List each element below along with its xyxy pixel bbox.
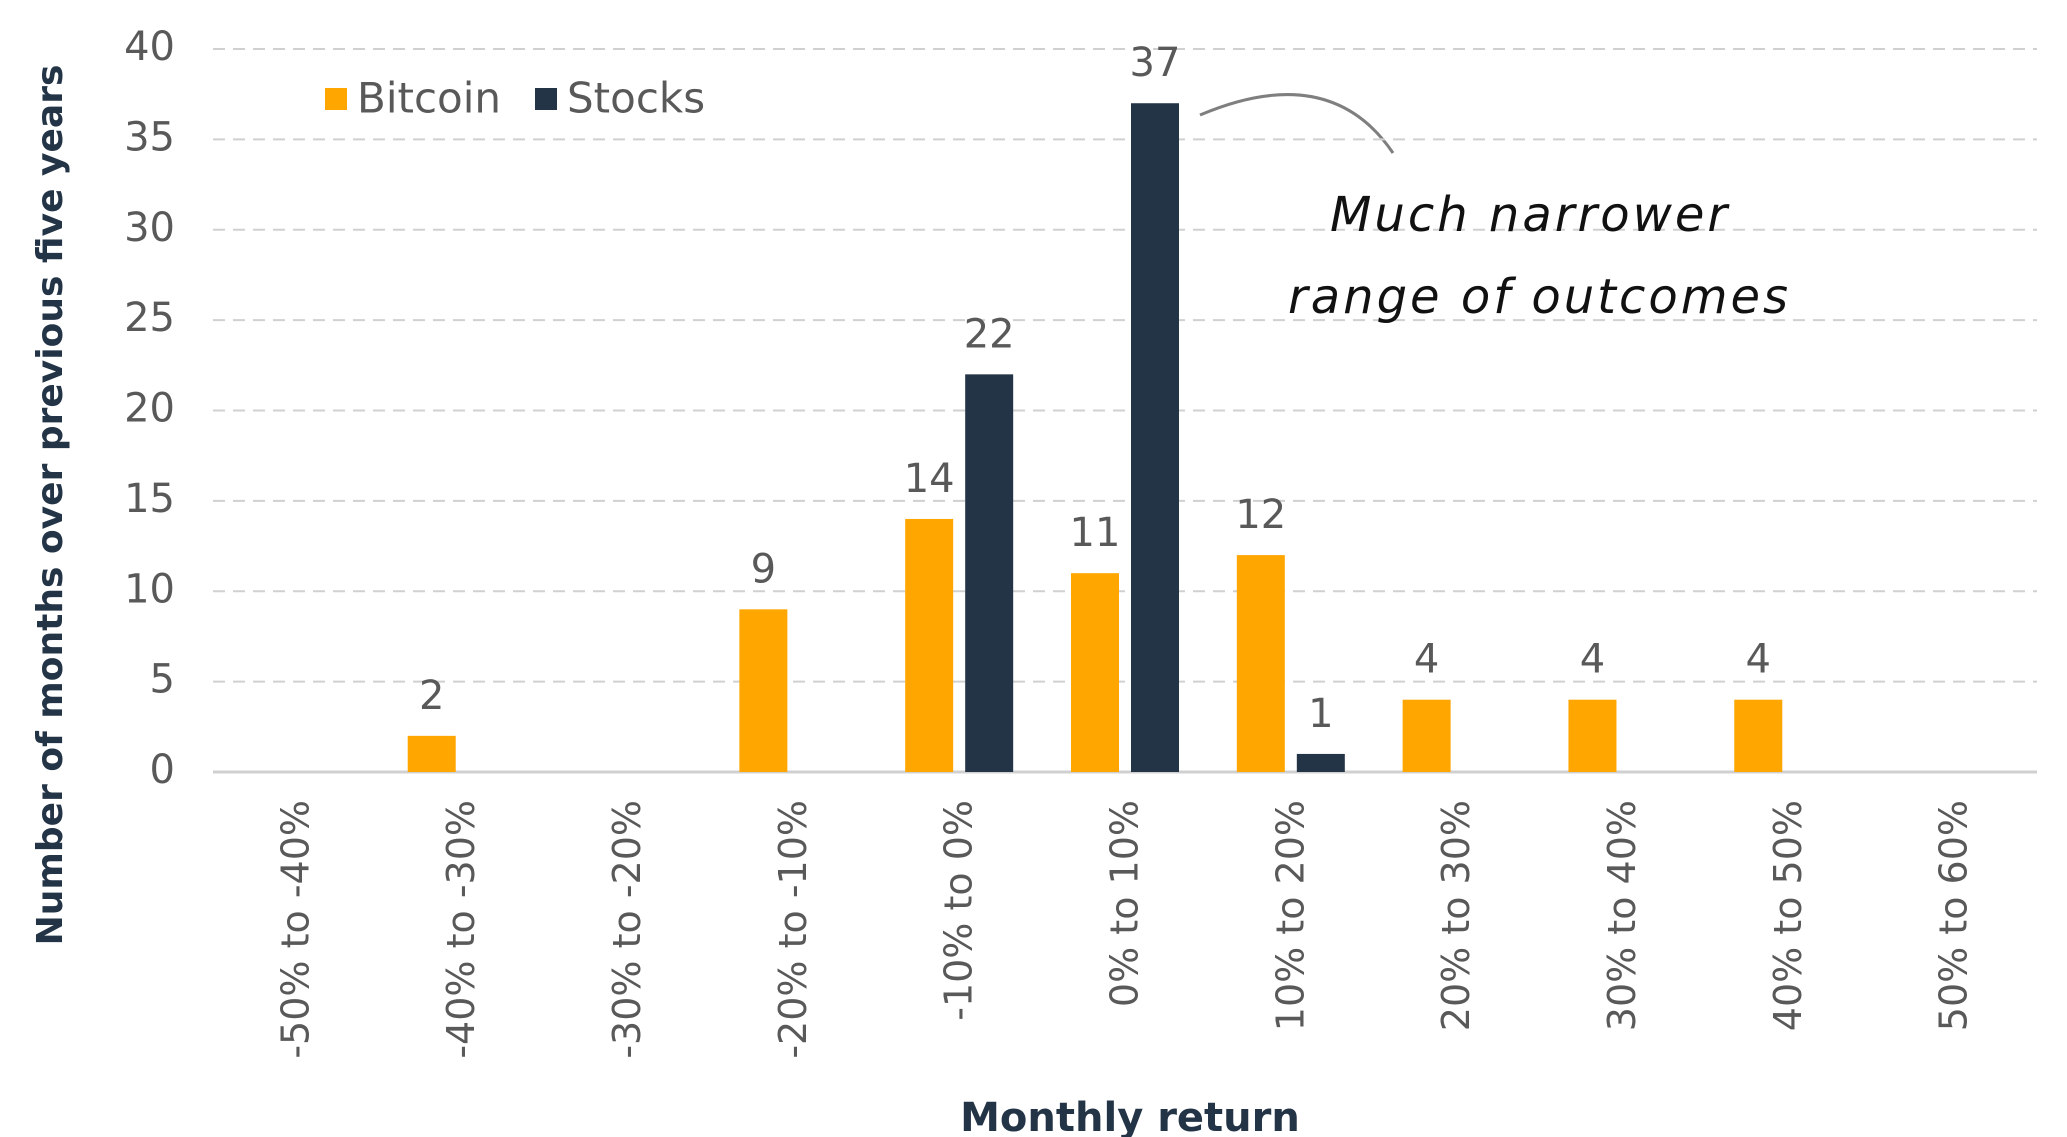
data-label: 37	[1130, 40, 1181, 86]
bar	[905, 518, 954, 772]
y-tick-label: 30	[124, 205, 175, 251]
x-tick-label: 50% to 60%	[1932, 800, 1976, 1031]
y-tick-label: 0	[150, 747, 175, 793]
y-tick-label: 35	[124, 114, 175, 160]
x-tick-label: 40% to 50%	[1766, 800, 1810, 1031]
legend-label: Stocks	[567, 74, 705, 123]
data-label: 14	[904, 456, 955, 502]
x-tick-label: -50% to -40%	[273, 800, 317, 1059]
x-tick-label: 30% to 40%	[1600, 800, 1644, 1031]
annotation: range of outcomes	[1288, 269, 1791, 325]
legend-swatch	[325, 88, 347, 110]
y-axis-title: Number of months over previous five year…	[30, 65, 71, 946]
bar	[1236, 555, 1285, 772]
bar	[1071, 573, 1119, 772]
data-label: 4	[1414, 637, 1439, 683]
data-label: 4	[1746, 637, 1771, 683]
annotation: Much narrower	[1330, 187, 1730, 243]
x-tick-label: 10% to 20%	[1268, 800, 1312, 1031]
legend-swatch	[535, 88, 557, 110]
x-tick-label: 0% to 10%	[1103, 800, 1147, 1007]
x-tick-label: -40% to -30%	[439, 800, 483, 1059]
data-label: 22	[964, 311, 1015, 357]
x-tick-label: 20% to 30%	[1434, 800, 1478, 1031]
y-tick-label: 10	[124, 566, 175, 612]
data-label: 9	[751, 546, 776, 592]
bar	[1402, 699, 1451, 772]
bar	[965, 374, 1014, 772]
data-label: 2	[419, 673, 444, 719]
bar	[407, 735, 456, 772]
bar	[1568, 699, 1617, 772]
data-label: 12	[1235, 492, 1286, 538]
y-tick-label: 5	[150, 657, 175, 703]
bar	[1734, 699, 1783, 772]
y-tick-label: 25	[124, 295, 175, 341]
y-tick-label: 20	[124, 386, 175, 432]
y-tick-label: 40	[124, 24, 175, 70]
bar	[739, 609, 788, 772]
x-tick-label: -30% to -20%	[605, 800, 649, 1059]
x-tick-label: -10% to 0%	[937, 800, 981, 1021]
bar	[1131, 103, 1179, 773]
annotation-arrow	[1199, 93, 1395, 154]
y-tick-label: 15	[124, 476, 175, 522]
data-label: 11	[1070, 510, 1121, 556]
data-label: 4	[1580, 637, 1605, 683]
bar	[1296, 753, 1345, 772]
x-axis-title: Monthly return	[960, 1095, 1300, 1137]
legend-label: Bitcoin	[357, 74, 501, 123]
data-label: 1	[1308, 691, 1333, 737]
x-tick-label: -20% to -10%	[771, 800, 815, 1059]
